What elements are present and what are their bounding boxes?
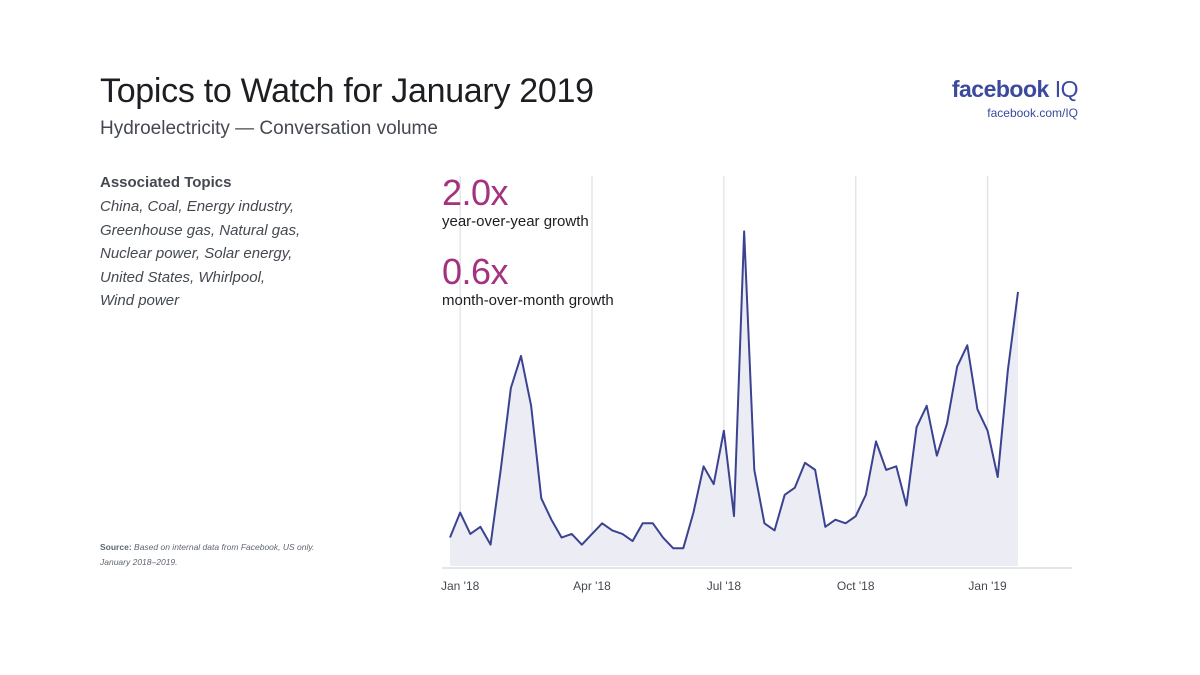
x-tick-label: Apr '18 <box>573 579 611 593</box>
x-tick-label: Jan '19 <box>968 579 1007 593</box>
associated-topic-line: Greenhouse gas, Natural gas, <box>100 221 301 239</box>
area-fill <box>450 231 1018 567</box>
brand-url[interactable]: facebook.com/IQ <box>987 106 1078 120</box>
mom-value: 0.6x <box>442 251 509 292</box>
associated-topic-line: Wind power <box>100 292 180 309</box>
page-subtitle: Hydroelectricity — Conversation volume <box>100 118 438 139</box>
associated-topic-line: United States, Whirlpool, <box>100 268 266 286</box>
source-period: January 2018–2019. <box>100 557 178 567</box>
mom-stat: 0.6x month-over-month growth <box>442 251 614 309</box>
series-line <box>449 230 1019 550</box>
source-label: Source: <box>100 542 132 552</box>
x-tick-label: Jan '18 <box>441 579 480 593</box>
yoy-stat: 2.0x year-over-year growth <box>442 172 589 230</box>
associated-topic-line: China, Coal, Energy industry, <box>100 198 294 215</box>
associated-topics: Associated Topics China, Coal, Energy in… <box>100 174 360 313</box>
yoy-value: 2.0x <box>442 172 509 213</box>
associated-topics-heading: Associated Topics <box>100 174 232 191</box>
associated-topic-line: Nuclear power, Solar energy, <box>100 245 293 262</box>
x-tick-label: Oct '18 <box>837 579 875 593</box>
brand-wordmark: facebook IQ <box>951 76 1079 103</box>
brand-suffix: IQ <box>1054 76 1079 102</box>
brand-name: facebook <box>951 76 1049 102</box>
page-title: Topics to Watch for January 2019 <box>100 72 594 110</box>
source-text: Based on internal data from Facebook, US… <box>134 542 315 552</box>
source-note: Source: Based on internal data from Face… <box>100 540 360 570</box>
mom-label: month-over-month growth <box>442 292 614 309</box>
brand-logo[interactable]: facebook IQ facebook.com/IQ <box>951 76 1079 120</box>
associated-topics-list: China, Coal, Energy industry, Greenhouse… <box>100 195 360 313</box>
x-tick-label: Jul '18 <box>707 579 742 593</box>
yoy-label: year-over-year growth <box>442 213 589 230</box>
